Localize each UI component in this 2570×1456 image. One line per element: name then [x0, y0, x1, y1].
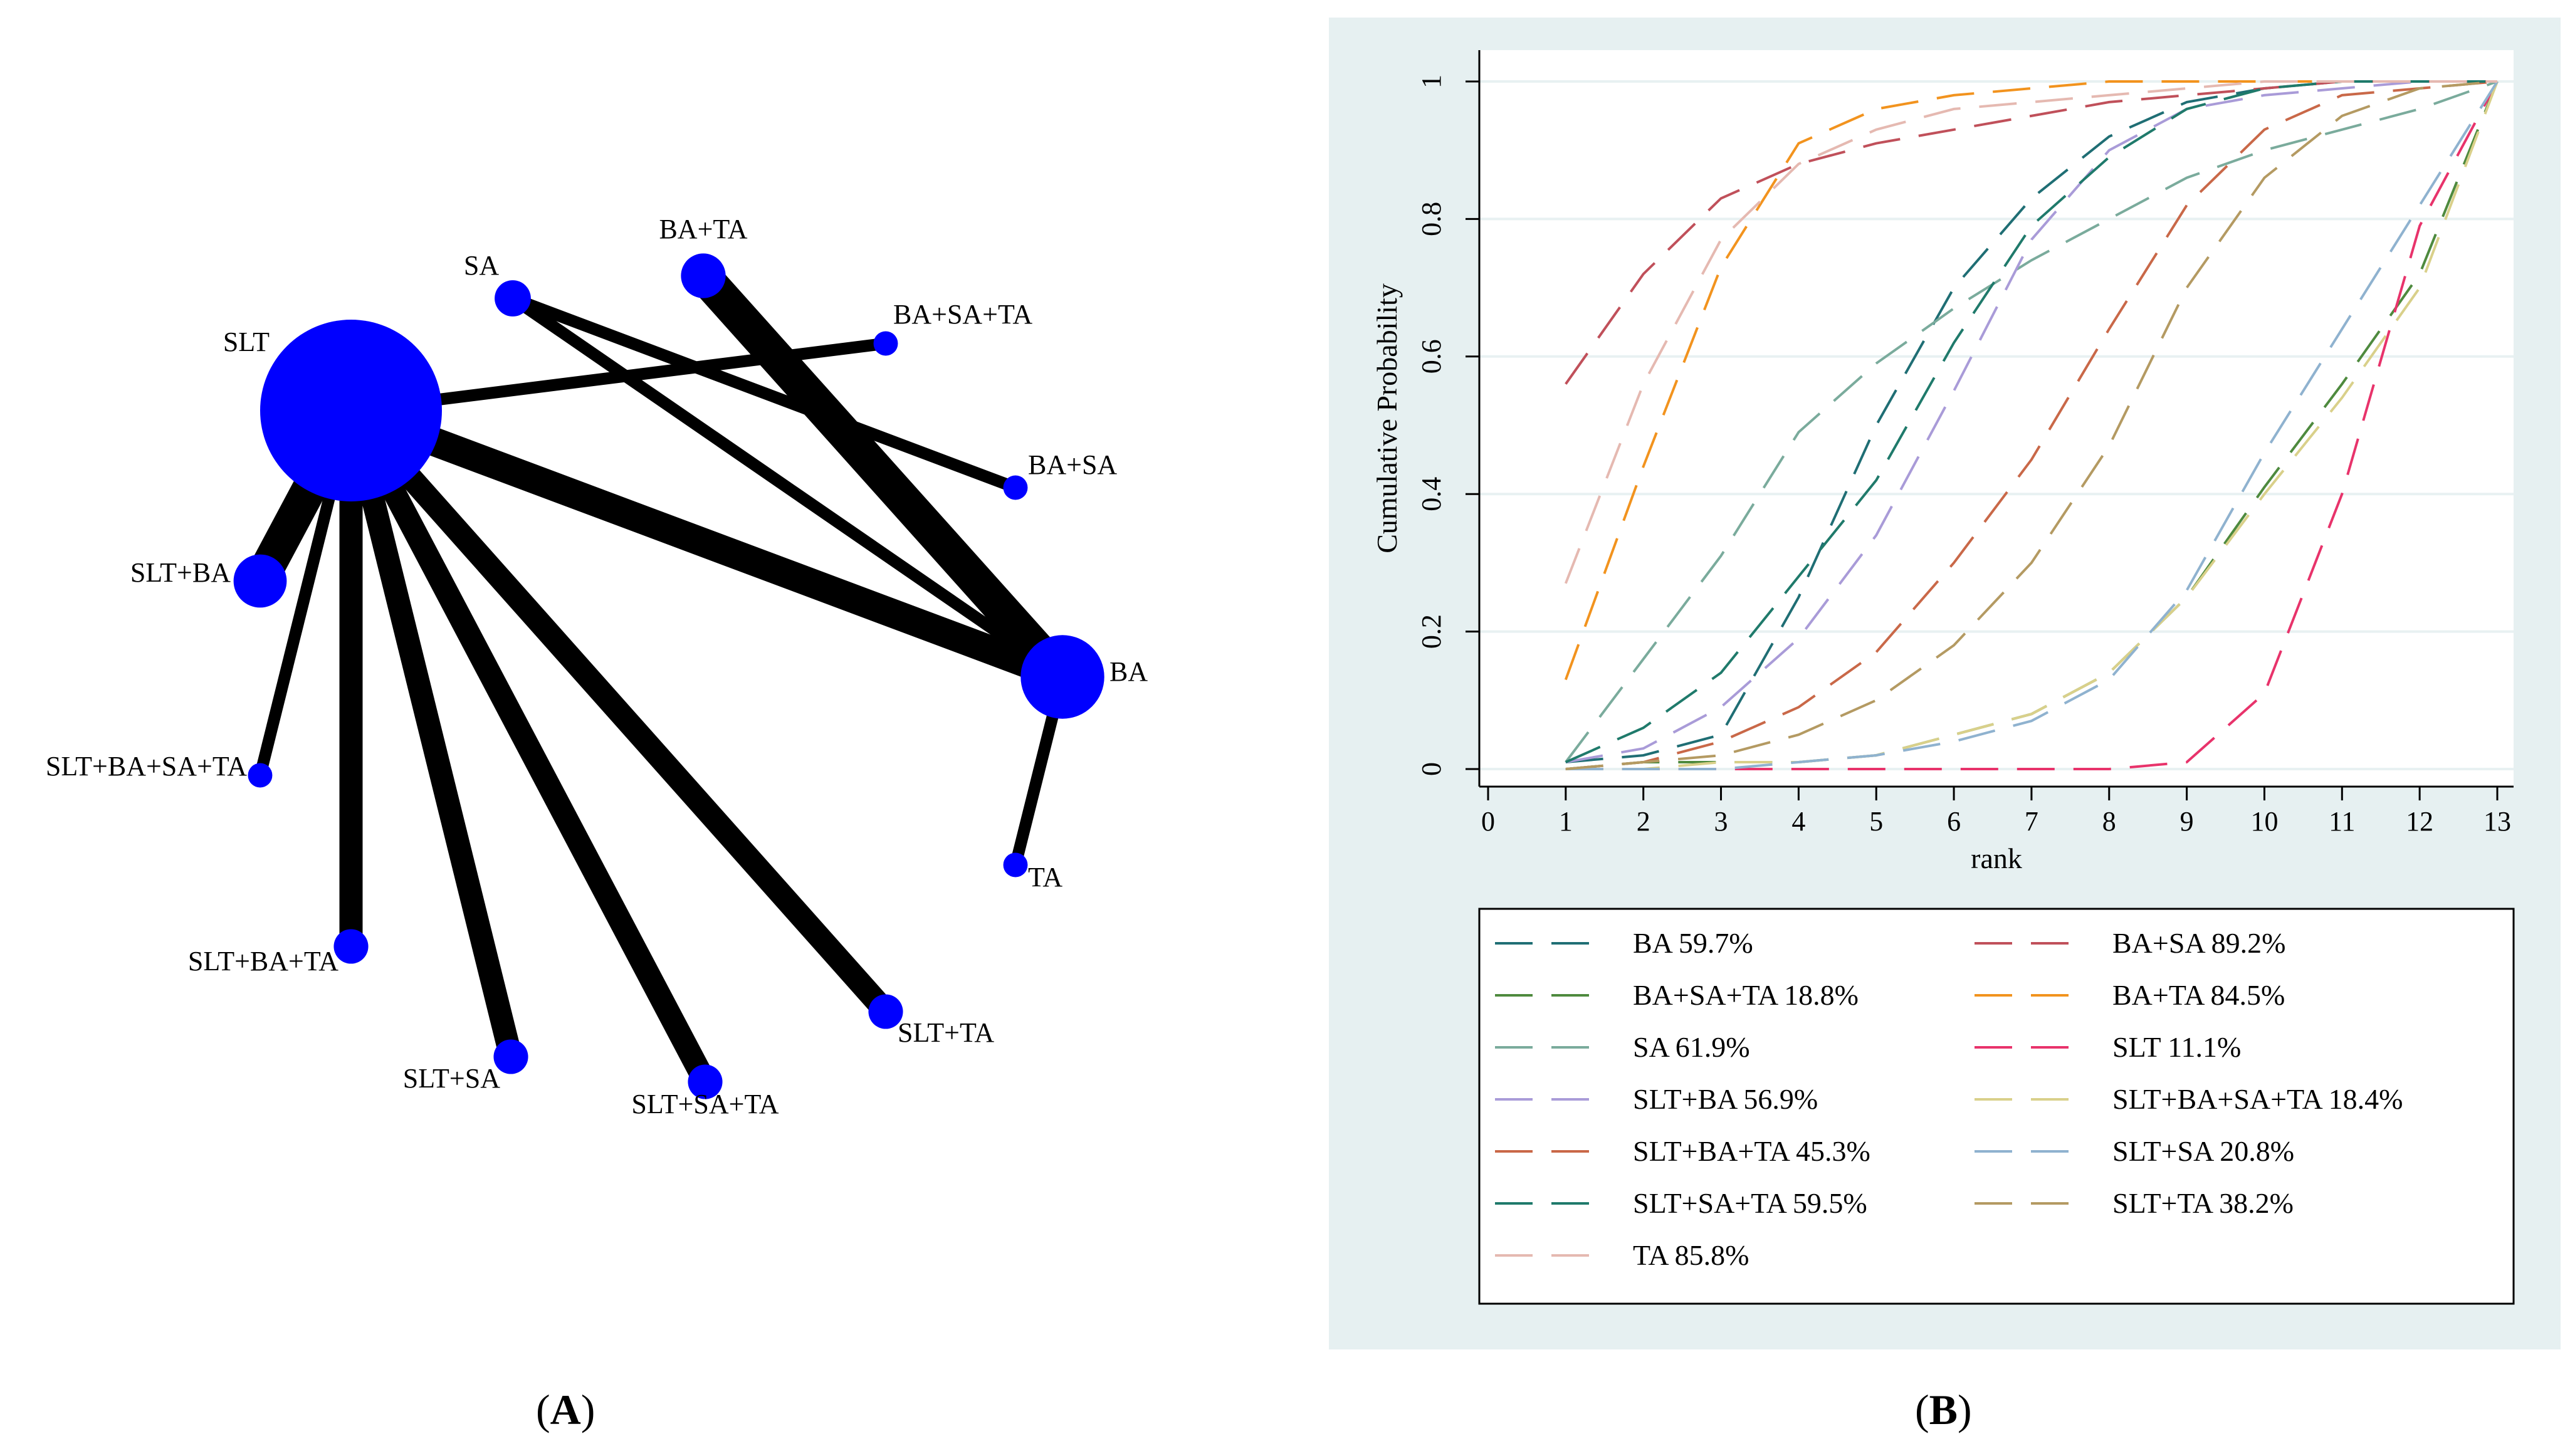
legend-label-ta: TA 85.8%	[1633, 1239, 1749, 1271]
node-ba	[1020, 635, 1104, 719]
x-tick-label-5: 5	[1869, 806, 1883, 837]
legend-label-slt-ba: SLT+BA 56.9%	[1633, 1083, 1818, 1115]
network-plot: SLT SA BA+TA BA+SA+TA BA+SA SLT+BA BA SLT+BA+SA…	[46, 214, 1148, 1119]
legend-label-ba-sa: BA+SA 89.2%	[2112, 927, 2285, 959]
node-label-slt-sa-ta: SLT+SA+TA	[631, 1089, 779, 1119]
node-label-ba-sa-ta: BA+SA+TA	[893, 299, 1032, 330]
node-ba-sa-ta	[873, 331, 898, 356]
y-tick-label-0-2: 0.2	[1416, 614, 1447, 649]
panel-a-open: (	[536, 1386, 550, 1433]
x-tick-label-8: 8	[2102, 806, 2116, 837]
node-slt	[260, 320, 442, 501]
legend-label-slt-sa: SLT+SA 20.8%	[2112, 1135, 2294, 1167]
y-axis-title: Cumulative Probability	[1371, 283, 1403, 553]
series-line-slt-ba-sa-ta	[1565, 81, 2499, 770]
panel-b-close: )	[1958, 1386, 1972, 1433]
y-tick-label-0: 0	[1416, 762, 1447, 776]
legend-label-slt-sa-ta: SLT+SA+TA 59.5%	[1633, 1187, 1867, 1219]
legend-label-sa: SA 61.9%	[1633, 1031, 1750, 1063]
edge-ba-ta-to-ba	[690, 264, 1076, 689]
legend-label-slt-ba-ta: SLT+BA+TA 45.3%	[1633, 1135, 1870, 1167]
x-tick-label-7: 7	[2025, 806, 2038, 837]
panel-label-a: (A)	[536, 1385, 595, 1435]
x-tick-label-13: 13	[2483, 806, 2511, 837]
edge-slt-to-ba	[345, 397, 1068, 691]
x-tick-label-12: 12	[2406, 806, 2433, 837]
node-label-slt-ba-sa-ta: SLT+BA+SA+TA	[46, 751, 247, 782]
series-line-slt-ba	[1565, 80, 2497, 763]
x-tick-label-11: 11	[2329, 806, 2355, 837]
legend-box	[1478, 908, 2515, 1305]
y-tick-label-0-8: 0.8	[1416, 202, 1447, 236]
y-tick-label-1: 1	[1416, 75, 1447, 88]
node-label-ba-ta: BA+TA	[659, 214, 747, 244]
node-slt-ba	[233, 554, 287, 608]
x-tick-label-6: 6	[1947, 806, 1961, 837]
x-tick-label-9: 9	[2180, 806, 2194, 837]
legend-label-ba: BA 59.7%	[1633, 927, 1753, 959]
node-label-slt-sa: SLT+SA	[403, 1063, 500, 1094]
node-slt-ba-ta	[333, 929, 369, 964]
node-label-sa: SA	[464, 250, 499, 281]
node-sa	[495, 280, 531, 317]
sucra-chart: 00.20.40.60.810 1 2 3 4 5 6 7 8 9 10 11 12 13rankCumu…	[1329, 18, 2561, 1349]
panel-b-letter: B	[1929, 1386, 1958, 1433]
series-line-slt-ba-ta	[1565, 80, 2498, 770]
node-label-slt-ta: SLT+TA	[898, 1017, 994, 1048]
node-label-slt: SLT	[223, 327, 270, 357]
legend-label-slt-ba-sa-ta: SLT+BA+SA+TA 18.4%	[2112, 1083, 2403, 1115]
network-nodes	[233, 253, 1104, 1099]
node-ba-sa	[1003, 475, 1028, 500]
node-ta	[1003, 852, 1028, 877]
node-label-slt-ba: SLT+BA	[130, 557, 231, 588]
legend-label-ba-ta: BA+TA 84.5%	[2112, 979, 2285, 1011]
edge-sa-to-ba	[509, 293, 1066, 682]
edge-slt-to-slt-sa	[340, 407, 522, 1060]
node-slt-sa-ta	[688, 1064, 723, 1099]
edge-slt-to-slt-ta	[342, 402, 894, 1020]
series-line-sa	[1565, 80, 2498, 763]
node-label-ta: TA	[1028, 862, 1062, 893]
series-line-slt-ta	[1565, 80, 2498, 770]
legend-label-slt-ta: SLT+TA 38.2%	[2112, 1187, 2294, 1219]
y-tick-label-0-6: 0.6	[1416, 339, 1447, 374]
series-line-ta	[1564, 80, 2497, 584]
plot-area	[1479, 50, 2514, 787]
series-line-slt	[1565, 81, 2499, 770]
network-labels: SLT SA BA+TA BA+SA+TA BA+SA SLT+BA BA SLT+BA+SA…	[46, 214, 1148, 1119]
x-axis-title: rank	[1971, 842, 2022, 874]
node-slt-ta	[868, 994, 903, 1029]
panel-b-open: (	[1915, 1386, 1929, 1433]
axes: 00.20.40.60.810 1 2 3 4 5 6 7 8 9 10 11 12 13rankCumu…	[1371, 50, 2514, 874]
node-slt-ba-sa-ta	[248, 763, 273, 788]
x-tick-label-10: 10	[2250, 806, 2278, 837]
node-label-ba-sa: BA+SA	[1028, 449, 1117, 480]
node-slt-sa	[493, 1039, 528, 1074]
x-tick-label-1: 1	[1559, 806, 1573, 837]
edge-slt-to-slt-sa-ta	[340, 405, 716, 1087]
y-tick-label-0-4: 0.4	[1416, 477, 1447, 511]
node-label-ba: BA	[1109, 656, 1148, 687]
legend-label-slt: SLT 11.1%	[2112, 1031, 2241, 1063]
x-tick-label-2: 2	[1637, 806, 1650, 837]
edge-sa-to-ba-sa	[510, 293, 1018, 493]
x-tick-label-3: 3	[1714, 806, 1728, 837]
x-tick-label-0: 0	[1481, 806, 1495, 837]
node-ba-ta	[681, 253, 726, 298]
node-label-slt-ba-ta: SLT+BA+TA	[188, 946, 338, 977]
x-tick-label-4: 4	[1791, 806, 1805, 837]
panel-a-close: )	[580, 1386, 595, 1433]
series-lines	[1564, 80, 2499, 770]
panel-label-b: (B)	[1915, 1385, 1972, 1435]
series-line-slt-sa	[1565, 80, 2499, 770]
panel-a-letter: A	[550, 1386, 581, 1433]
legend: BA 59.7% BA+SA 89.2% BA+SA+TA 18.8% BA+TA 8…	[1478, 908, 2515, 1305]
legend-label-ba-sa-ta: BA+SA+TA 18.8%	[1633, 979, 1859, 1011]
